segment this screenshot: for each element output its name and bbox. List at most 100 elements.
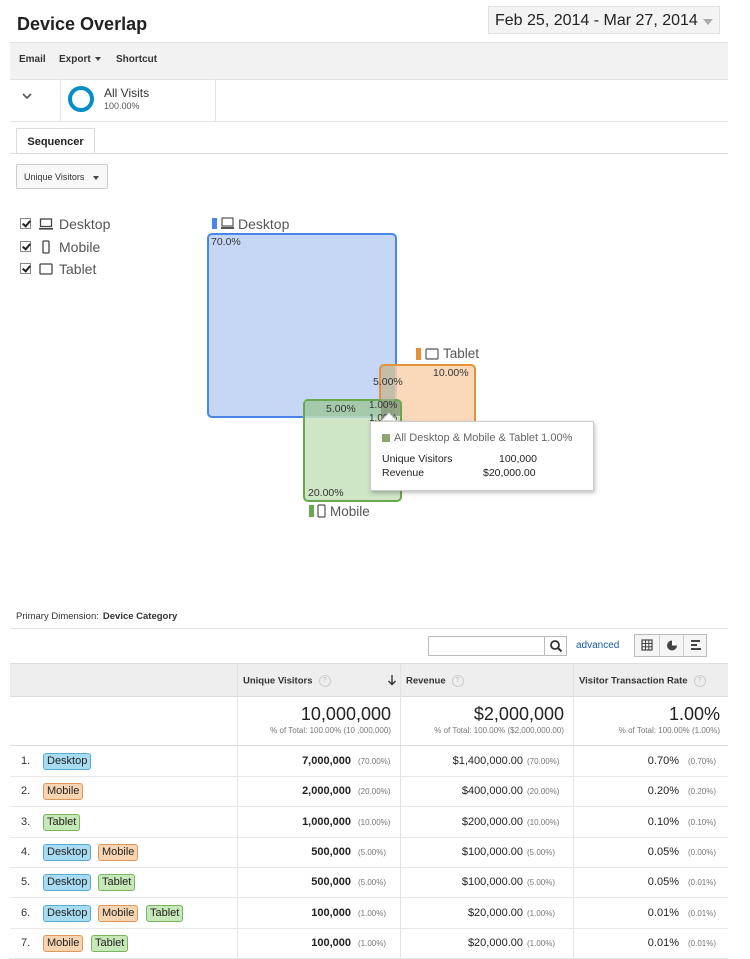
- row-number: 7.: [21, 936, 31, 949]
- date-range-picker[interactable]: Feb 25, 2014 - Mar 27, 2014: [488, 6, 720, 34]
- cell-transaction-rate: 0.05%: [647, 876, 679, 889]
- sort-desc-icon[interactable]: [387, 674, 397, 686]
- venn-tooltip: All Desktop & Mobile & Tablet 1.00% Uniq…: [370, 421, 594, 491]
- tooltip-value: $20,000.00: [483, 467, 536, 479]
- cell-revenue: $1,400,000.00: [452, 755, 523, 767]
- device-tag-mobile[interactable]: Mobile: [43, 934, 84, 952]
- col-header-visitor-transaction-rate[interactable]: Visitor Transaction Rate?: [579, 675, 706, 687]
- venn-desktop-percent: 70.0%: [211, 236, 241, 248]
- device-overlap-diagram: Desktop 70.0% Tablet 10.00% 5.00% 5.00% …: [207, 216, 479, 519]
- total-transaction-rate: 1.00%: [668, 704, 720, 724]
- row-number: 2.: [21, 785, 31, 798]
- pie-chart-icon: [667, 640, 677, 651]
- checkbox[interactable]: [20, 218, 31, 229]
- table-search-input[interactable]: [428, 636, 567, 656]
- cell-transaction-rate-pct: (0.00%): [688, 847, 717, 857]
- cell-transaction-rate-pct: (0.01%): [688, 938, 717, 948]
- cell-revenue-pct: (5.00%): [527, 847, 556, 857]
- table-row[interactable]: 5. Desktop Tablet 500,000 (5.00%) $100,000.00…: [10, 867, 728, 899]
- table-row[interactable]: 2. Mobile 2,000,000 (20.00%) $400,000.00 (20.…: [10, 776, 728, 808]
- device-tag-mobile[interactable]: Mobile: [43, 783, 84, 801]
- help-icon[interactable]: ?: [693, 675, 706, 687]
- divider: [10, 628, 728, 629]
- total-transaction-rate-sub: % of Total: 100.00% (1.00%): [618, 726, 720, 735]
- primary-dimension-label: Primary Dimension:: [16, 611, 99, 622]
- device-tag-mobile[interactable]: Mobile: [98, 843, 139, 861]
- col-header-revenue[interactable]: Revenue?: [406, 675, 464, 687]
- export-button[interactable]: Export: [59, 54, 101, 65]
- cell-transaction-rate-pct: (0.70%): [688, 757, 717, 766]
- segment-name[interactable]: All Visits: [104, 86, 150, 100]
- table-row[interactable]: 3. Tablet 1,000,000 (10.00%) $200,000.00 (10.…: [10, 807, 728, 838]
- shortcut-button[interactable]: Shortcut: [116, 54, 158, 65]
- col-header-unique-visitors[interactable]: Unique Visitors?: [243, 675, 331, 687]
- chevron-down-icon[interactable]: [22, 91, 32, 101]
- metric-dropdown[interactable]: Unique Visitors: [16, 164, 108, 189]
- column-separator: [573, 663, 574, 959]
- device-tag-desktop[interactable]: Desktop: [43, 753, 92, 770]
- total-unique-visitors: 10,000,000: [300, 704, 391, 724]
- segment-ring-icon: [68, 86, 94, 112]
- col-header-label: Revenue: [406, 675, 446, 687]
- cell-revenue: $20,000.00: [467, 906, 523, 919]
- cell-revenue: $400,000.00: [461, 785, 523, 798]
- table-view-button[interactable]: [635, 635, 659, 656]
- col-header-label: Visitor Transaction Rate: [579, 675, 688, 687]
- tooltip-value: 100,000: [499, 453, 537, 465]
- cell-revenue-pct: (5.00%): [527, 878, 556, 888]
- divider: [60, 79, 61, 121]
- cell-transaction-rate: 0.01%: [647, 906, 679, 919]
- device-tag-tablet[interactable]: Tablet: [146, 904, 184, 922]
- venn-desktop-tablet-percent: 5.00%: [373, 376, 403, 388]
- table-row[interactable]: 4. Desktop Mobile 500,000 (5.00%) $100,000.00…: [10, 837, 728, 868]
- table-header: Unique Visitors? Revenue? Visitor Transa…: [10, 663, 728, 697]
- cell-transaction-rate-pct: (0.01%): [688, 908, 717, 918]
- advanced-filter-link[interactable]: advanced: [576, 640, 620, 651]
- checkbox[interactable]: [20, 263, 31, 274]
- device-tag-desktop[interactable]: Desktop: [43, 904, 92, 922]
- export-label: Export: [59, 54, 91, 65]
- cell-unique-visitors-pct: (1.00%): [358, 908, 387, 918]
- cell-unique-visitors-pct: (5.00%): [358, 878, 387, 888]
- help-icon[interactable]: ?: [318, 675, 331, 687]
- tab-sequencer[interactable]: Sequencer: [16, 128, 95, 154]
- primary-dimension-value[interactable]: Device Category: [102, 611, 178, 622]
- row-number: 6.: [21, 906, 31, 919]
- cell-unique-visitors: 2,000,000: [302, 785, 351, 798]
- desktop-icon: [39, 218, 53, 230]
- totals-row: 10,000,000 % of Total: 100.00% (10 ,000,…: [10, 695, 728, 746]
- bar-view-button[interactable]: [683, 635, 708, 656]
- table-row[interactable]: 7. Mobile Tablet 100,000 (1.00%) $20,000.00 (1…: [10, 928, 728, 959]
- device-tag-tablet[interactable]: Tablet: [91, 934, 129, 952]
- segment-bar: All Visits 100.00%: [10, 79, 728, 122]
- cell-transaction-rate-pct: (0.10%): [688, 817, 717, 827]
- checkbox[interactable]: [20, 241, 31, 252]
- chevron-down-icon: [93, 176, 99, 180]
- device-tag-tablet[interactable]: Tablet: [98, 874, 136, 892]
- table-row[interactable]: 6. Desktop Mobile Tablet 100,000 (1.00%) $20,0…: [10, 898, 728, 929]
- venn-desktop-mobile-overlap[interactable]: [305, 401, 395, 416]
- help-icon[interactable]: ?: [451, 675, 464, 687]
- page-title: Device Overlap: [17, 14, 148, 34]
- device-tag-tablet[interactable]: Tablet: [43, 813, 81, 831]
- row-number: 4.: [21, 845, 31, 858]
- pie-view-button[interactable]: [659, 635, 684, 656]
- chevron-down-icon: [94, 57, 101, 62]
- tooltip-title-value: 1.00%: [541, 432, 573, 444]
- device-tag-desktop[interactable]: Desktop: [43, 874, 92, 892]
- cell-unique-visitors: 500,000: [311, 876, 351, 889]
- email-button[interactable]: Email: [19, 54, 46, 65]
- device-tag-mobile[interactable]: Mobile: [98, 904, 139, 922]
- cell-transaction-rate: 0.01%: [647, 936, 679, 949]
- venn-all-percent: 1.00%: [369, 400, 397, 411]
- table-row[interactable]: 1. Desktop 7,000,000 (70.00%) $1,400,000.00 (…: [10, 746, 728, 777]
- venn-desktop-label: Desktop: [238, 216, 290, 232]
- device-tag-desktop[interactable]: Desktop: [43, 843, 92, 861]
- column-separator: [400, 663, 401, 959]
- tooltip-title-text: All Desktop & Mobile & Tablet: [394, 432, 539, 444]
- venn-desktop-box[interactable]: [207, 233, 397, 418]
- search-button[interactable]: [544, 636, 567, 656]
- desktop-icon: [221, 217, 234, 229]
- cell-unique-visitors: 500,000: [311, 845, 351, 858]
- venn-all-overlap[interactable]: [381, 401, 400, 416]
